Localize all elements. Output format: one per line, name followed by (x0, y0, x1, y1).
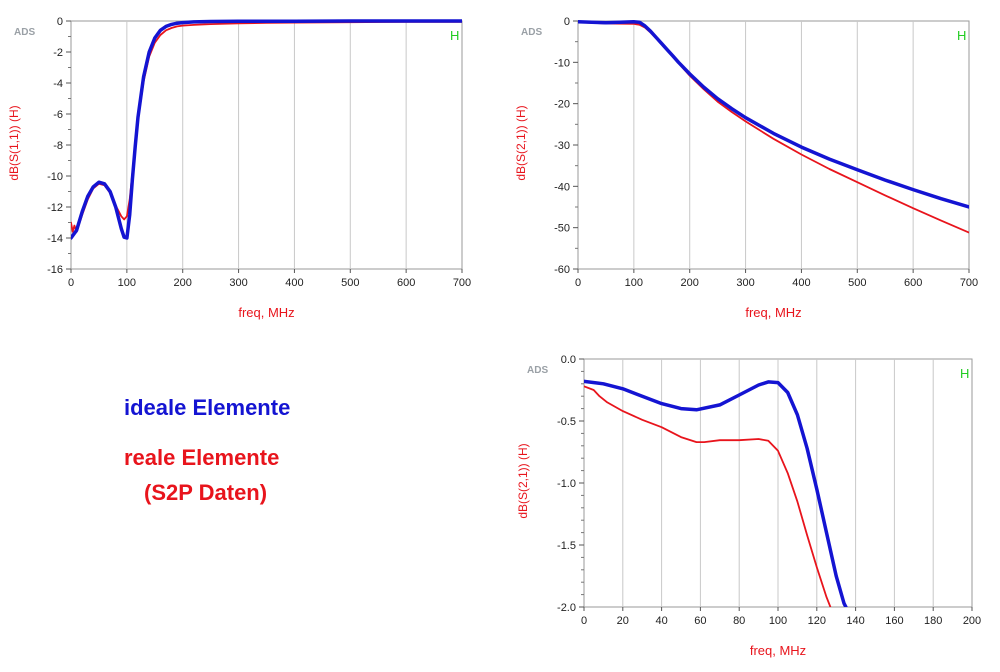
ads-logo: ADS (527, 365, 548, 376)
x-tick-label: 0 (575, 277, 581, 289)
y-axis-label: dB(S(1,1)) (H) (7, 105, 21, 180)
x-tick-label: 40 (655, 615, 667, 627)
x-tick-label: 140 (846, 615, 864, 627)
h-marker: H (450, 28, 459, 43)
x-tick-label: 200 (681, 277, 699, 289)
x-tick-label: 300 (736, 277, 754, 289)
y-tick-label: 0 (57, 16, 63, 28)
legend-ideal: ideale Elemente (124, 395, 291, 420)
x-tick-label: 600 (904, 277, 922, 289)
x-axis-label: freq, MHz (238, 305, 294, 320)
series-line-ideal (584, 379, 848, 607)
x-tick-label: 200 (963, 615, 981, 627)
y-tick-label: -20 (554, 99, 570, 111)
x-tick-label: 0 (581, 615, 587, 627)
y-tick-label: -10 (47, 171, 63, 183)
y-tick-label: -1.5 (557, 540, 576, 552)
ads-logo: ADS (14, 27, 35, 38)
legend-real: reale Elemente (124, 445, 280, 470)
y-axis-label: dB(S(2,1)) (H) (516, 443, 530, 518)
ads-logo: ADS (521, 27, 542, 38)
y-tick-label: 0 (564, 16, 570, 28)
y-tick-label: -8 (53, 140, 63, 152)
y-tick-label: -4 (53, 78, 63, 90)
y-tick-label: -6 (53, 109, 63, 121)
y-tick-label: -40 (554, 181, 570, 193)
x-tick-label: 500 (341, 277, 359, 289)
plot-area (70, 20, 463, 270)
x-tick-label: 60 (694, 615, 706, 627)
legend-real-subtitle: (S2P Daten) (144, 480, 268, 505)
y-tick-label: -2 (53, 47, 63, 59)
plot-area (577, 20, 970, 270)
y-tick-label: -50 (554, 223, 570, 235)
chart-2: 0 100 200 300 400 500 600 700 0 -10 -20 -30 -40 -50 -6… (514, 16, 978, 320)
x-tick-label: 700 (453, 277, 471, 289)
x-tick-label: 200 (174, 277, 192, 289)
h-marker: H (957, 28, 966, 43)
x-axis-label: freq, MHz (745, 305, 801, 320)
y-tick-label: -12 (47, 202, 63, 214)
series-line-ideal (71, 19, 462, 240)
x-axis-label: freq, MHz (750, 643, 806, 658)
y-tick-label: -14 (47, 233, 63, 245)
series-line-real (584, 385, 832, 607)
h-marker: H (960, 366, 969, 381)
x-tick-label: 700 (960, 277, 978, 289)
x-tick-label: 20 (617, 615, 629, 627)
x-tick-label: 100 (118, 277, 136, 289)
x-tick-label: 80 (733, 615, 745, 627)
y-tick-label: -30 (554, 140, 570, 152)
y-axis-label: dB(S(2,1)) (H) (514, 105, 528, 180)
x-tick-label: 160 (885, 615, 903, 627)
x-tick-label: 100 (625, 277, 643, 289)
x-tick-label: 400 (285, 277, 303, 289)
x-tick-label: 500 (848, 277, 866, 289)
y-tick-label: -16 (47, 264, 63, 276)
y-tick-label: 0.0 (561, 354, 576, 366)
x-tick-label: 100 (769, 615, 787, 627)
x-tick-label: 300 (229, 277, 247, 289)
y-tick-label: -0.5 (557, 416, 576, 428)
chart-1: 0 100 200 300 400 500 600 700 0 -2 -4 -6 -8 -10 -12 -14… (7, 16, 471, 320)
series-line-ideal (578, 20, 969, 209)
x-tick-label: 180 (924, 615, 942, 627)
chart-3: 0 20 40 60 80 100 120 140 160 180 200 0.0 -0.5 -1.0 -1… (516, 354, 981, 658)
y-tick-label: -10 (554, 57, 570, 69)
x-tick-label: 0 (68, 277, 74, 289)
x-tick-label: 600 (397, 277, 415, 289)
y-tick-label: -1.0 (557, 478, 576, 490)
x-tick-label: 120 (808, 615, 826, 627)
x-tick-label: 400 (792, 277, 810, 289)
y-tick-label: -60 (554, 264, 570, 276)
y-tick-label: -2.0 (557, 602, 576, 614)
